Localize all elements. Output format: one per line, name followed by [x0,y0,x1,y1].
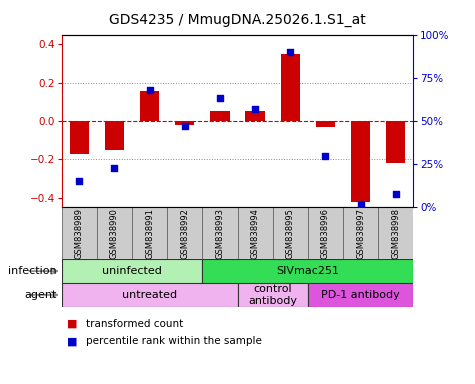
Point [322,152,329,159]
Text: GSM838996: GSM838996 [321,208,330,259]
Text: GDS4235 / MmugDNA.25026.1.S1_at: GDS4235 / MmugDNA.25026.1.S1_at [109,13,366,27]
FancyBboxPatch shape [62,283,238,307]
Bar [70,121,89,154]
FancyBboxPatch shape [238,283,308,307]
Text: PD-1 antibody: PD-1 antibody [321,290,400,300]
Point [392,190,399,197]
Bar [105,121,124,150]
Text: ■: ■ [66,319,77,329]
FancyBboxPatch shape [97,207,132,259]
Bar [351,121,370,202]
Point [357,201,364,207]
Bar [246,111,265,121]
Bar [175,121,194,125]
Point [286,49,294,55]
Bar [386,121,405,163]
Text: GSM838997: GSM838997 [356,208,365,259]
Text: untreated: untreated [122,290,177,300]
Point [76,178,83,185]
Text: GSM838992: GSM838992 [180,208,189,259]
FancyBboxPatch shape [238,207,273,259]
Bar [140,91,159,121]
Text: GSM838993: GSM838993 [216,208,224,259]
Text: percentile rank within the sample: percentile rank within the sample [86,336,261,346]
Bar [316,121,335,127]
Text: GSM838990: GSM838990 [110,208,119,259]
Text: infection: infection [9,266,57,276]
Text: GSM838994: GSM838994 [251,208,259,259]
FancyBboxPatch shape [308,283,413,307]
Text: GSM838989: GSM838989 [75,208,84,259]
FancyBboxPatch shape [273,207,308,259]
Text: agent: agent [25,290,57,300]
Point [216,96,224,102]
Text: control
antibody: control antibody [248,284,297,306]
Point [251,106,259,112]
Bar [210,111,229,121]
Point [181,123,189,129]
FancyBboxPatch shape [308,207,343,259]
Text: GSM838991: GSM838991 [145,208,154,259]
FancyBboxPatch shape [132,207,167,259]
FancyBboxPatch shape [167,207,202,259]
Point [111,164,118,170]
FancyBboxPatch shape [62,207,97,259]
Text: transformed count: transformed count [86,319,183,329]
FancyBboxPatch shape [202,207,238,259]
FancyBboxPatch shape [343,207,378,259]
Text: uninfected: uninfected [102,266,162,276]
FancyBboxPatch shape [202,259,413,283]
FancyBboxPatch shape [378,207,413,259]
Bar [281,54,300,121]
Text: ■: ■ [66,336,77,346]
Text: GSM838995: GSM838995 [286,208,294,259]
Text: GSM838998: GSM838998 [391,208,400,259]
FancyBboxPatch shape [62,259,202,283]
Text: SIVmac251: SIVmac251 [276,266,339,276]
Point [146,87,153,93]
